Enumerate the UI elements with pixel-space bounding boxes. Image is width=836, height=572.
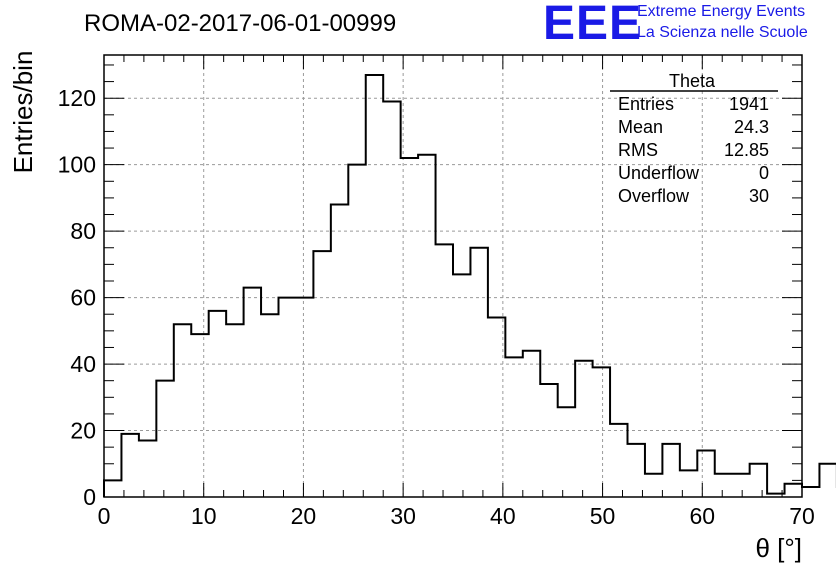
stats-title: Theta: [669, 71, 716, 91]
x-tick-label: 70: [789, 503, 815, 529]
stats-value: 0: [759, 163, 769, 183]
stats-label: RMS: [618, 140, 658, 160]
y-tick-label: 60: [70, 285, 96, 311]
logo-subtitle-line1: Extreme Energy Events: [637, 3, 806, 20]
stats-value: 12.85: [724, 140, 769, 160]
x-axis-title: θ [°]: [755, 533, 802, 563]
stats-label: Underflow: [618, 163, 700, 183]
x-tick-label: 20: [291, 503, 317, 529]
page-title: ROMA-02-2017-06-01-00999: [84, 10, 397, 37]
stats-label: Mean: [618, 117, 663, 137]
y-tick-label: 120: [58, 85, 96, 111]
plot-frame: [103, 54, 803, 498]
histogram-step-line: [103, 73, 836, 497]
logo-subtitle-line2: La Scienza nelle Scuole: [637, 24, 808, 41]
x-tick-label: 30: [390, 503, 416, 529]
x-tick-label: 40: [490, 503, 516, 529]
stats-value: 1941: [729, 94, 769, 114]
stats-box: Theta Entries 1941 Mean 24.3 RMS 12.85 Underfl…: [610, 71, 778, 206]
y-tick-label: 20: [70, 418, 96, 444]
x-tick-label: 10: [191, 503, 217, 529]
y-tick-label: 0: [83, 484, 96, 510]
y-tick-label: 80: [70, 218, 96, 244]
x-tick-label: 50: [590, 503, 616, 529]
eee-logo: EEE: [543, 0, 643, 50]
stats-value: 30: [749, 186, 769, 206]
stats-label: Entries: [618, 94, 674, 114]
stats-label: Overflow: [618, 186, 690, 206]
x-tick-label: 0: [98, 503, 111, 529]
y-tick-label: 100: [58, 152, 96, 178]
y-tick-label: 40: [70, 351, 96, 377]
y-axis-title: Entries/bin: [8, 51, 38, 174]
x-tick-label: 60: [689, 503, 715, 529]
stats-value: 24.3: [734, 117, 769, 137]
